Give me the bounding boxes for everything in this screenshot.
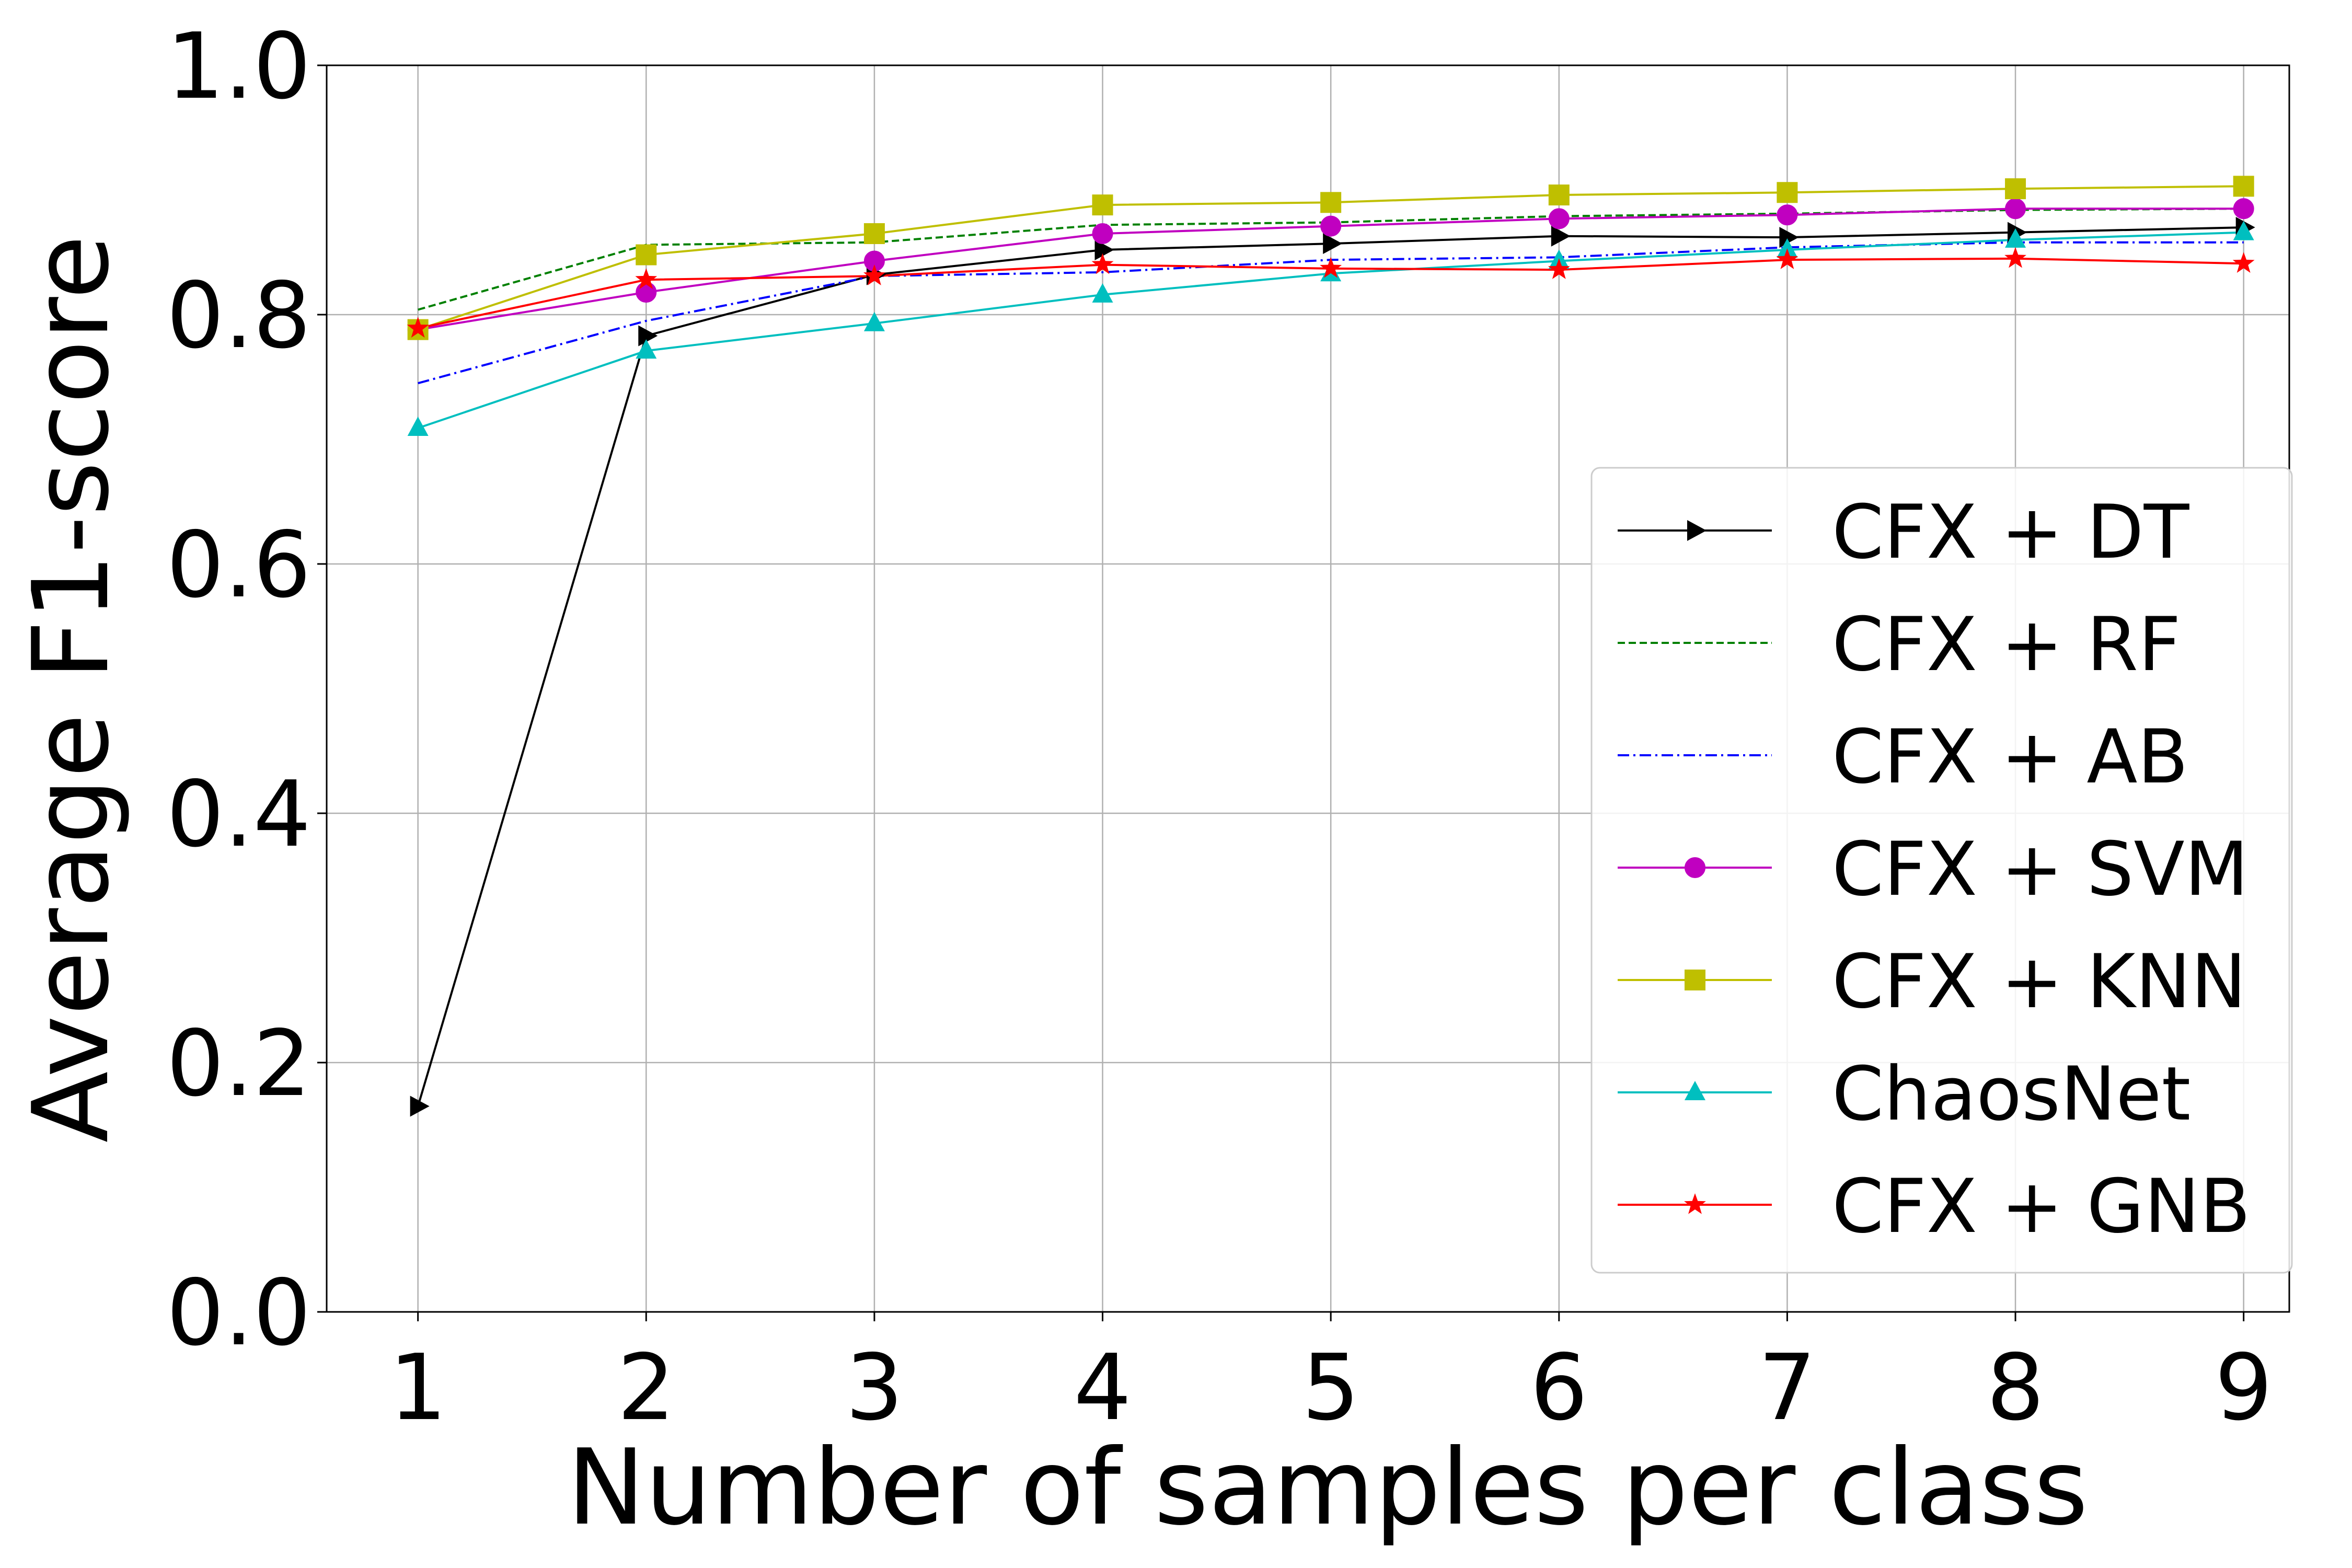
y-axis-title: Average F1-score bbox=[10, 235, 132, 1143]
x-axis-title: Number of samples per class bbox=[567, 1427, 2089, 1549]
data-point-cfx-svm bbox=[1777, 204, 1798, 226]
legend-box bbox=[1590, 467, 2293, 1274]
data-point-cfx-gnb bbox=[2232, 252, 2255, 273]
x-tick-label: 7 bbox=[1758, 1335, 1816, 1441]
legend-marker-cfx-dt bbox=[1687, 520, 1707, 541]
data-point-cfx-gnb bbox=[1320, 257, 1342, 278]
data-point-chaosnet bbox=[863, 312, 885, 331]
x-tick-label: 4 bbox=[1074, 1335, 1132, 1441]
y-tick-label: 0.6 bbox=[166, 512, 311, 618]
data-point-cfx-dt bbox=[1779, 227, 1799, 248]
legend-marker-cfx-svm bbox=[1685, 857, 1705, 878]
data-point-cfx-gnb bbox=[1548, 258, 1570, 279]
data-point-cfx-knn bbox=[2005, 178, 2026, 200]
x-tick-label: 5 bbox=[1302, 1335, 1360, 1441]
data-point-cfx-svm bbox=[2005, 198, 2026, 220]
data-point-chaosnet bbox=[2233, 221, 2254, 240]
y-tick-label: 0.4 bbox=[166, 762, 311, 868]
y-tick-label: 0.2 bbox=[166, 1011, 311, 1117]
legend-label-cfx-svm: CFX + SVM bbox=[1832, 826, 2249, 913]
legend: CFX + DT CFX + RF CFX + AB CFX + SVM CFX + K… bbox=[1590, 467, 2293, 1274]
data-point-cfx-dt bbox=[1323, 233, 1343, 255]
legend-marker-cfx-knn bbox=[1685, 970, 1705, 990]
data-point-chaosnet bbox=[1092, 283, 1113, 303]
x-tick-label: 3 bbox=[846, 1335, 904, 1441]
data-point-chaosnet bbox=[1777, 238, 1798, 258]
legend-label-cfx-dt: CFX + DT bbox=[1832, 489, 2190, 575]
series-markers bbox=[407, 176, 2255, 1117]
x-tick-label: 1 bbox=[389, 1335, 447, 1441]
legend-label-chaosnet: ChaosNet bbox=[1832, 1051, 2190, 1137]
data-point-cfx-knn bbox=[1092, 194, 1113, 216]
data-point-cfx-knn bbox=[636, 244, 657, 266]
data-point-cfx-dt bbox=[1551, 225, 1571, 247]
y-tick-label: 1.0 bbox=[166, 14, 311, 120]
data-point-cfx-knn bbox=[1777, 182, 1798, 203]
data-point-cfx-knn bbox=[2233, 176, 2254, 197]
x-tick-label: 2 bbox=[617, 1335, 675, 1441]
axis-ticks: 1 2 3 4 5 6 7 8 9 0.0 0.2 0.4 0.6 0.8 1.0 bbox=[166, 14, 2273, 1441]
legend-marker-chaosnet bbox=[1685, 1081, 1705, 1100]
legend-label-cfx-rf: CFX + RF bbox=[1832, 602, 2181, 688]
data-point-cfx-dt bbox=[638, 325, 658, 347]
data-point-cfx-svm bbox=[1548, 208, 1570, 229]
data-point-cfx-knn bbox=[863, 223, 885, 244]
data-point-cfx-knn bbox=[1548, 185, 1570, 206]
y-tick-label: 0.8 bbox=[166, 263, 311, 369]
data-point-cfx-dt bbox=[410, 1096, 430, 1117]
data-point-cfx-gnb bbox=[1776, 248, 1798, 269]
legend-label-cfx-knn: CFX + KNN bbox=[1832, 939, 2246, 1025]
data-point-cfx-gnb bbox=[863, 264, 885, 285]
data-point-cfx-svm bbox=[636, 282, 657, 303]
data-point-cfx-svm bbox=[1320, 215, 1342, 237]
data-point-cfx-gnb bbox=[407, 317, 429, 338]
data-point-cfx-svm bbox=[2233, 198, 2254, 220]
data-point-chaosnet bbox=[636, 339, 657, 359]
legend-marker-cfx-gnb bbox=[1684, 1193, 1706, 1214]
data-point-cfx-knn bbox=[1320, 192, 1342, 213]
data-point-cfx-svm bbox=[1092, 223, 1113, 244]
data-point-cfx-gnb bbox=[2004, 247, 2026, 268]
legend-label-cfx-gnb: CFX + GNB bbox=[1832, 1163, 2251, 1250]
x-tick-label: 8 bbox=[1987, 1335, 2045, 1441]
x-tick-label: 6 bbox=[1530, 1335, 1588, 1441]
data-point-chaosnet bbox=[2005, 228, 2026, 248]
legend-label-cfx-ab: CFX + AB bbox=[1832, 714, 2188, 800]
x-tick-label: 9 bbox=[2215, 1335, 2273, 1441]
data-point-cfx-gnb bbox=[635, 268, 658, 289]
data-point-cfx-dt bbox=[1094, 239, 1114, 260]
data-point-chaosnet bbox=[407, 417, 429, 436]
data-point-cfx-gnb bbox=[1091, 253, 1114, 274]
y-tick-label: 0.0 bbox=[166, 1260, 311, 1366]
